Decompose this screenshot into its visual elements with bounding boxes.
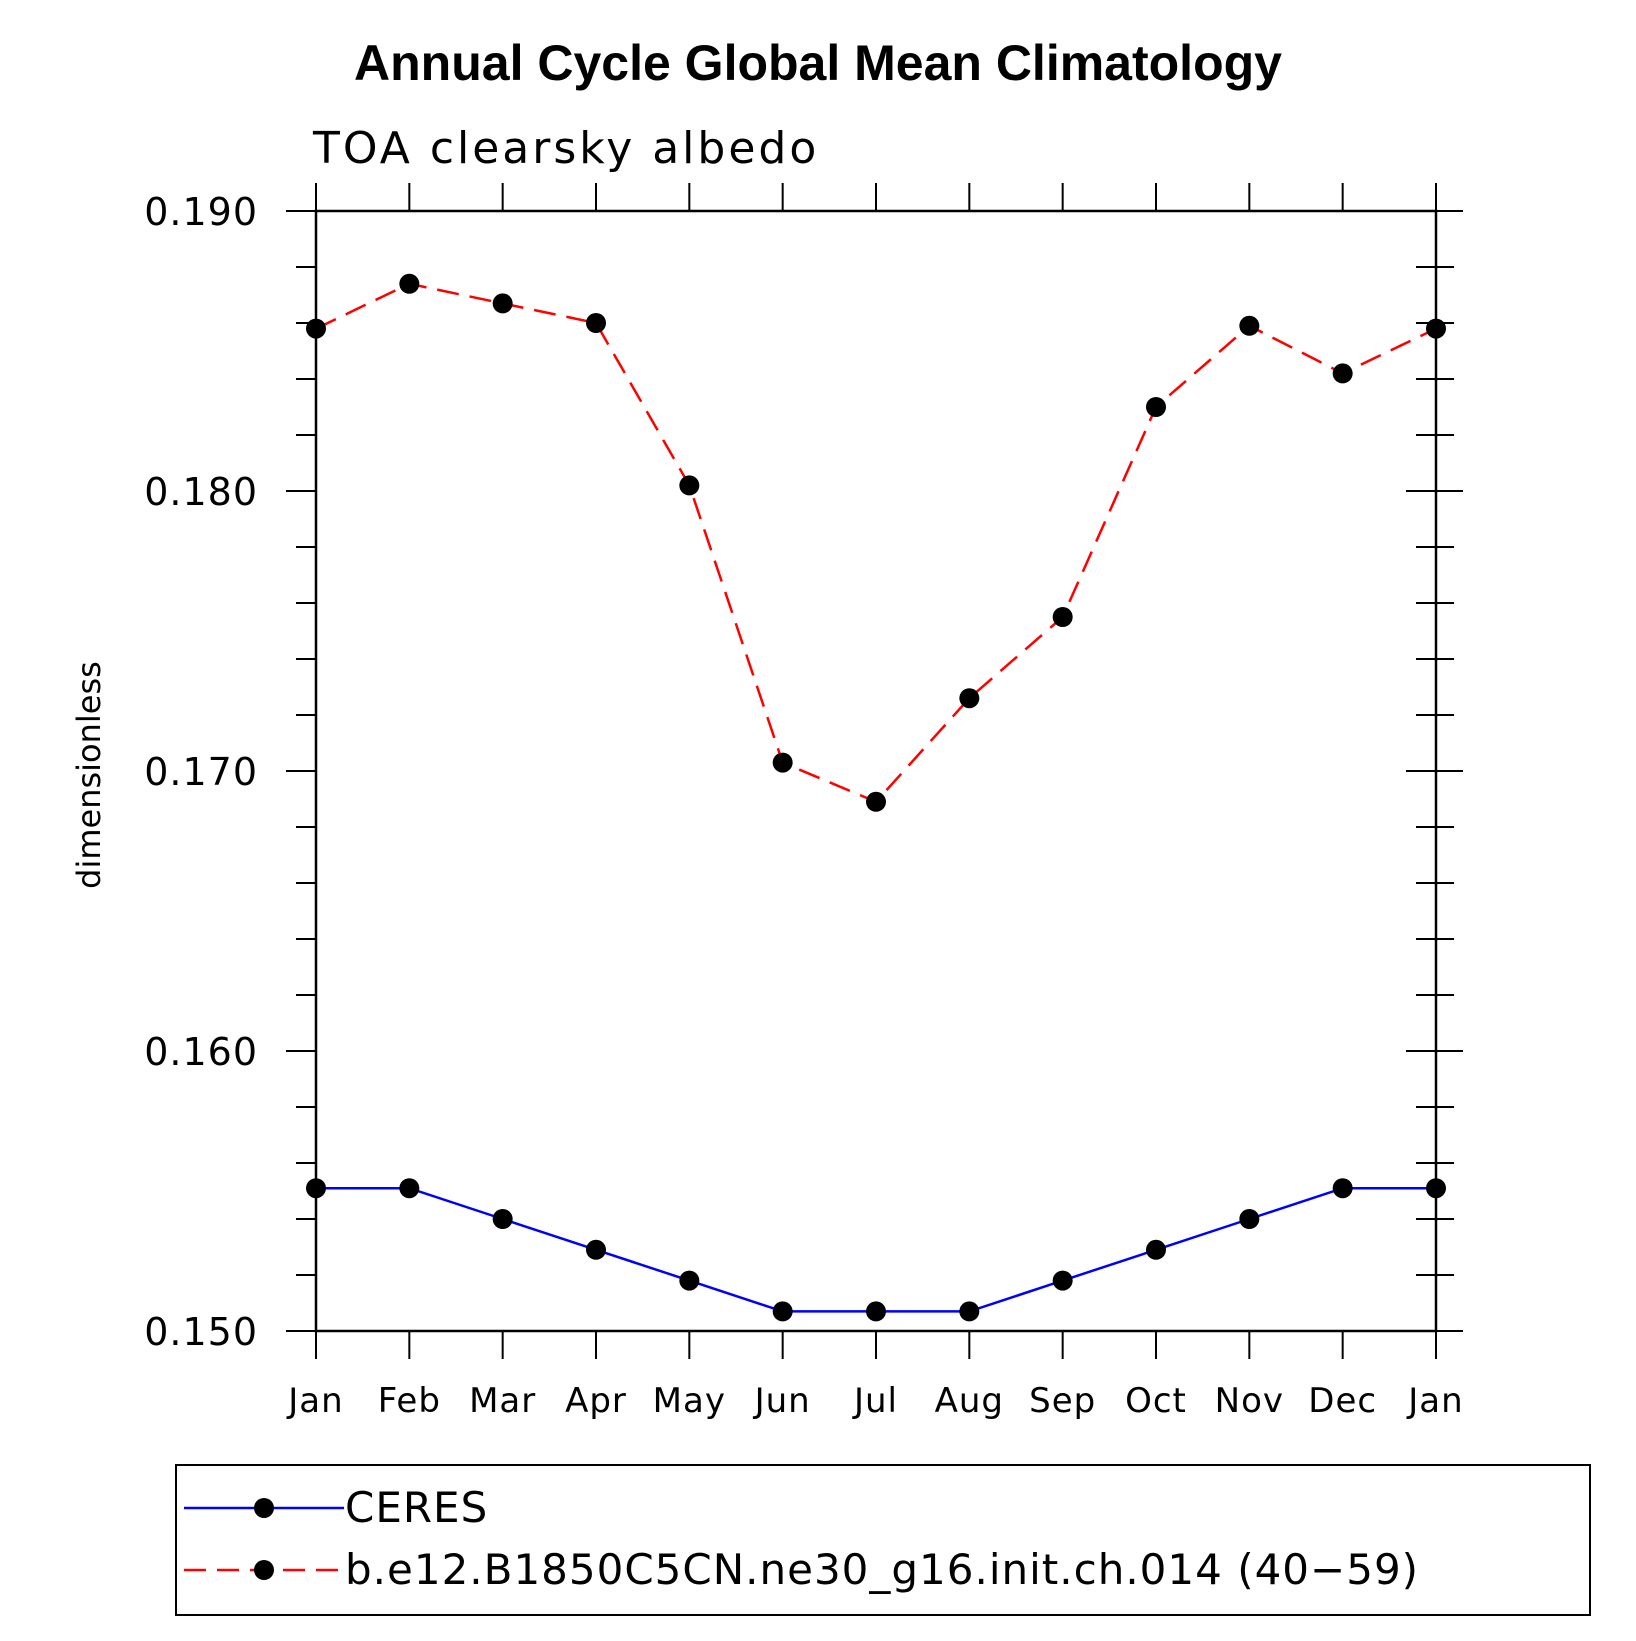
- x-tick-label: Jun: [753, 1381, 811, 1421]
- series-1-point: [586, 313, 606, 333]
- x-tick-label: Nov: [1215, 1381, 1284, 1421]
- x-tick-label: May: [653, 1381, 726, 1421]
- x-tick-label: Mar: [469, 1381, 536, 1421]
- x-tick-label: Feb: [378, 1381, 441, 1421]
- series-1-point: [1332, 363, 1353, 384]
- series-line-1: [315, 282, 1437, 804]
- series-1-point: [306, 318, 326, 339]
- series-1-point: [399, 273, 420, 294]
- series-0-point: [1052, 1270, 1073, 1291]
- series-0-point: [772, 1301, 793, 1322]
- x-tick-label: Aug: [935, 1381, 1004, 1421]
- series-1-point: [1426, 318, 1446, 339]
- plot-frame: [314, 209, 1438, 1333]
- y-tick-label: 0.150: [144, 1310, 258, 1354]
- y-axis-label: dimensionless: [70, 661, 108, 889]
- legend-label-0: CERES: [345, 1483, 488, 1532]
- x-tick-label: Dec: [1308, 1381, 1377, 1421]
- series-0-point: [866, 1301, 886, 1322]
- series-0-point: [1146, 1239, 1166, 1260]
- y-tick-label: 0.170: [144, 750, 258, 794]
- x-tick-label: Jan: [286, 1381, 343, 1421]
- series-0-point: [306, 1178, 326, 1199]
- series-0-point: [1239, 1209, 1260, 1229]
- legend: CERES b.e12.B1850C5CN.ne30_g16.init.ch.01…: [175, 1464, 1591, 1616]
- y-tick-label: 0.180: [144, 470, 258, 514]
- series-1-point: [959, 688, 980, 709]
- x-tick-label: Jan: [1406, 1381, 1463, 1421]
- series-1-point: [1146, 397, 1166, 417]
- series-0-point: [959, 1301, 980, 1322]
- series-1-point: [866, 791, 886, 812]
- series-0-point: [492, 1209, 513, 1229]
- series-1-point: [1052, 607, 1073, 627]
- legend-label-1: b.e12.B1850C5CN.ne30_g16.init.ch.014 (40…: [345, 1545, 1419, 1594]
- legend-box: [175, 1464, 1591, 1616]
- y-tick-label: 0.190: [144, 190, 258, 234]
- x-tick-label: Jul: [852, 1381, 898, 1421]
- series-1-point: [492, 293, 513, 314]
- series-1-point: [1239, 315, 1260, 336]
- series-0-point: [399, 1178, 420, 1199]
- series-1-point: [772, 752, 793, 773]
- plot-area: 0.150 0.160 0.170 0.180 0.190 Jan Feb Mar Apr May…: [144, 183, 1463, 1421]
- series-0-point: [1426, 1178, 1446, 1199]
- chart-subtitle: TOA clearsky albedo: [312, 123, 819, 174]
- x-tick-label: Apr: [565, 1381, 627, 1421]
- series-line-0: [316, 1186, 1436, 1313]
- chart-title: Annual Cycle Global Mean Climatology: [354, 35, 1282, 91]
- series-1-point: [679, 475, 700, 496]
- series-0-point: [679, 1270, 700, 1291]
- series-0-point: [1332, 1178, 1353, 1199]
- x-tick-label: Oct: [1125, 1381, 1187, 1421]
- x-tick-label: Sep: [1029, 1381, 1096, 1421]
- legend-marker-1: [254, 1560, 274, 1580]
- y-tick-label: 0.160: [144, 1030, 258, 1074]
- legend-marker-0: [254, 1498, 274, 1518]
- series-0-point: [586, 1239, 606, 1260]
